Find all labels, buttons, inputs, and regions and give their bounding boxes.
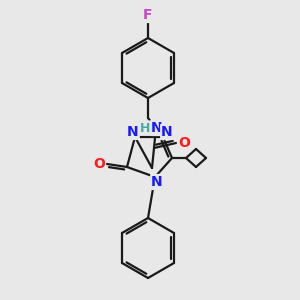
Text: N: N (127, 125, 139, 139)
Text: N: N (161, 125, 173, 139)
Text: O: O (93, 157, 105, 171)
Text: O: O (178, 136, 190, 150)
Text: N: N (151, 121, 163, 135)
Text: H: H (140, 122, 150, 134)
Text: N: N (151, 175, 163, 189)
Text: F: F (143, 8, 153, 22)
